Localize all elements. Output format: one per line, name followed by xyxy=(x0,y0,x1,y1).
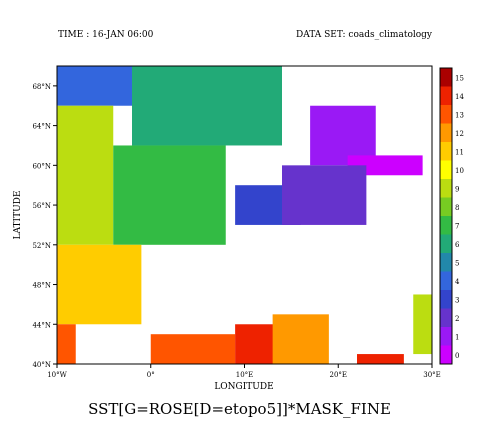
colorbar-label: 13 xyxy=(455,111,464,119)
sst-region-norwegian-sea xyxy=(132,66,282,146)
y-tick-label: 44°N xyxy=(32,321,51,329)
chart-title: SST[G=ROSE[D=etopo5]]*MASK_FINE xyxy=(88,400,391,418)
sst-region-western-mediterranean xyxy=(150,334,236,364)
x-axis-label: LONGITUDE xyxy=(214,382,273,392)
colorbar-swatch xyxy=(440,160,452,179)
y-tick-label: 52°N xyxy=(32,242,51,250)
y-tick-label: 64°N xyxy=(32,123,51,131)
colorbar-swatch xyxy=(440,179,452,198)
x-tick-label: 0° xyxy=(147,371,155,379)
colorbar-label: 9 xyxy=(455,185,459,193)
colorbar-label: 14 xyxy=(455,93,464,101)
colorbar-label: 12 xyxy=(455,130,464,138)
axes: 10°W 0° 10°E 20°E 30°E 40°N 44°N 48°N 52°N 56°N 60… xyxy=(32,83,440,379)
sst-region-baltic-proper xyxy=(282,165,367,225)
sst-region-north-sea xyxy=(113,145,226,245)
x-tick-label: 30°E xyxy=(423,371,441,379)
colorbar-swatch xyxy=(440,86,452,105)
colorbar-swatch xyxy=(440,216,452,235)
colorbar-label: 0 xyxy=(455,352,459,360)
x-tick-label: 10°E xyxy=(236,371,254,379)
colorbar-swatch xyxy=(440,327,452,346)
colorbar-label: 6 xyxy=(455,241,460,249)
colorbar-label: 5 xyxy=(455,259,459,267)
colorbar-swatch xyxy=(440,271,452,290)
colorbar-label: 8 xyxy=(455,204,459,212)
colorbar-swatch xyxy=(440,345,452,364)
colorbar-label: 15 xyxy=(455,74,464,82)
colorbar-label: 3 xyxy=(455,296,459,304)
sst-region-aegean-sea xyxy=(357,354,404,364)
y-axis-label: LATITUDE xyxy=(13,191,23,240)
colorbar-label: 2 xyxy=(455,315,459,323)
colorbar-label: 4 xyxy=(455,278,460,286)
colorbar-swatch xyxy=(440,234,452,253)
dataset-label: DATA SET: coads_climatology xyxy=(296,30,432,40)
colorbar-swatch xyxy=(440,68,452,87)
colorbar-swatch xyxy=(440,253,452,272)
x-tick-label: 10°W xyxy=(47,371,67,379)
sst-region-black-sea xyxy=(413,294,432,355)
y-tick-label: 56°N xyxy=(32,202,51,210)
y-tick-label: 60°N xyxy=(32,162,51,170)
time-label: TIME : 16-JAN 06:00 xyxy=(58,30,154,40)
y-tick-label: 48°N xyxy=(32,282,51,290)
colorbar-swatch xyxy=(440,290,452,309)
colorbar-swatch xyxy=(440,105,452,124)
colorbar-swatch xyxy=(440,308,452,327)
colorbar-swatch xyxy=(440,142,452,161)
sst-region-north-atlantic-west xyxy=(57,105,114,245)
x-tick-label: 20°E xyxy=(329,371,347,379)
y-tick-label: 68°N xyxy=(32,83,51,91)
colorbar-frame xyxy=(439,67,453,365)
colorbar-label: 7 xyxy=(455,222,459,230)
colorbar-label: 11 xyxy=(455,148,464,156)
colorbar-label: 10 xyxy=(455,167,464,175)
y-tick-label: 40°N xyxy=(32,361,51,369)
colorbar-label: 1 xyxy=(455,333,459,341)
colorbar-swatch xyxy=(440,197,452,216)
sst-region-iberian-coast xyxy=(57,324,76,364)
colorbar-swatch xyxy=(440,123,452,142)
sst-region-bay-of-biscay xyxy=(57,244,142,325)
sst-region-adriatic-sea xyxy=(272,314,329,364)
plot-area xyxy=(56,65,433,365)
